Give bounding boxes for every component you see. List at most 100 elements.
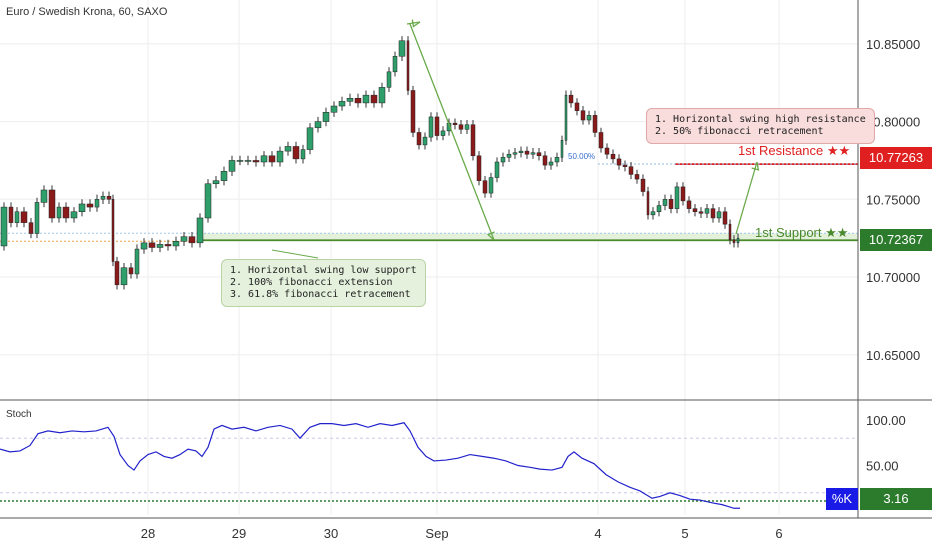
- price-tick-label: 10.65000: [866, 348, 920, 363]
- candle-body: [8, 206, 14, 223]
- support-note: 1. Horizontal swing low support 2. 100% …: [221, 259, 426, 307]
- projection-arrows: [271, 19, 760, 259]
- candle-body: [434, 116, 440, 136]
- candle-body: [330, 105, 338, 113]
- time-axis-ticks: 28 29 30 Sep 4 5 6: [141, 526, 783, 541]
- candle-body: [680, 186, 686, 202]
- candle-body: [180, 236, 188, 242]
- candle-body: [554, 157, 560, 163]
- candle-body: [530, 152, 536, 155]
- candle-body: [62, 206, 70, 219]
- candle-body: [164, 244, 172, 247]
- candle-body: [476, 155, 482, 181]
- candle-body: [622, 164, 628, 167]
- candle-body: [732, 239, 736, 244]
- candle-body: [640, 178, 646, 192]
- stoch-reference-lines: [0, 437, 858, 502]
- support-note-pointer: [271, 249, 319, 259]
- candle-body: [710, 208, 716, 219]
- support-price-tag: 10.72367: [860, 229, 932, 251]
- candle-body: [128, 267, 134, 275]
- resistance-note-line: 2. 50% fibonacci retracement: [655, 126, 824, 137]
- rebound-arrow: [735, 161, 758, 235]
- candle-body: [564, 94, 568, 141]
- stoch-k-value: 3.16: [860, 488, 932, 510]
- candle-body: [646, 191, 650, 216]
- resistance-label: 1st Resistance ★★: [738, 143, 851, 158]
- stoch-tick-label: 100.00: [866, 413, 906, 428]
- price-tick-label: 10.85000: [866, 37, 920, 52]
- time-tick-label: Sep: [425, 526, 448, 541]
- candle-body: [212, 180, 220, 185]
- candle-body: [156, 244, 164, 248]
- candle-body: [354, 98, 362, 104]
- candle-body: [134, 248, 140, 275]
- candle-body: [512, 152, 518, 155]
- candle-body: [338, 101, 346, 107]
- candle-body: [260, 155, 268, 163]
- candles: [0, 36, 740, 290]
- support-note-line: 2. 100% fibonacci extension: [230, 277, 393, 288]
- candle-body: [560, 139, 564, 158]
- price-tick-label: 10.70000: [866, 270, 920, 285]
- candle-body: [386, 71, 392, 88]
- candle-body: [140, 242, 148, 250]
- candle-body: [34, 202, 40, 234]
- symbol-title: Euro / Swedish Krona, 60, SAXO: [6, 6, 168, 18]
- support-zone: [200, 233, 858, 242]
- candle-body: [542, 155, 548, 166]
- candle-body: [704, 208, 710, 214]
- stoch-tick-label: 50.00: [866, 459, 899, 474]
- candle-body: [406, 40, 410, 91]
- candle-body: [196, 217, 204, 244]
- candle-body: [464, 124, 470, 130]
- candle-body: [698, 211, 704, 214]
- stoch-series: [0, 422, 740, 509]
- candle-body: [204, 183, 212, 219]
- candle-body: [220, 171, 228, 181]
- candle-body: [276, 150, 284, 163]
- candle-body: [440, 130, 446, 136]
- candle-body: [20, 211, 28, 223]
- candle-body: [392, 56, 398, 73]
- candle-body: [106, 195, 112, 200]
- candle-body: [416, 132, 422, 146]
- candle-body: [244, 160, 252, 162]
- candle-body: [452, 122, 458, 125]
- candle-body: [94, 199, 100, 208]
- candle-body: [728, 223, 732, 240]
- stoch-k-label: %K: [826, 488, 858, 510]
- candle-body: [722, 211, 728, 225]
- candle-body: [686, 200, 692, 209]
- decline-arrow-head: [486, 231, 495, 241]
- candle-body: [458, 124, 464, 130]
- candle-body: [488, 177, 494, 194]
- time-tick-label: 29: [232, 526, 246, 541]
- candle-body: [48, 189, 56, 219]
- candle-body: [716, 211, 722, 219]
- time-tick-label: 4: [594, 526, 601, 541]
- decline-arrow: [409, 23, 495, 241]
- candle-body: [378, 87, 386, 104]
- axes: [0, 0, 932, 519]
- stoch-title: Stoch: [6, 409, 32, 420]
- resistance-note: 1. Horizontal swing high resistance 2. 5…: [646, 108, 875, 144]
- candle-body: [362, 94, 370, 104]
- candle-body: [252, 160, 260, 163]
- candle-body: [482, 180, 488, 194]
- resistance-price-tag: 10.77263: [860, 147, 932, 169]
- candle-body: [114, 261, 120, 286]
- candle-body: [656, 205, 662, 212]
- candle-body: [518, 150, 524, 153]
- candle-body: [100, 195, 106, 200]
- candle-body: [610, 153, 616, 160]
- candle-body: [494, 161, 500, 178]
- candle-body: [574, 102, 580, 111]
- candle-body: [674, 186, 680, 209]
- support-label: 1st Support ★★: [755, 225, 849, 240]
- time-tick-label: 6: [775, 526, 782, 541]
- stoch-k-line: [0, 422, 740, 509]
- candle-body: [322, 111, 330, 122]
- candle-body: [428, 116, 434, 138]
